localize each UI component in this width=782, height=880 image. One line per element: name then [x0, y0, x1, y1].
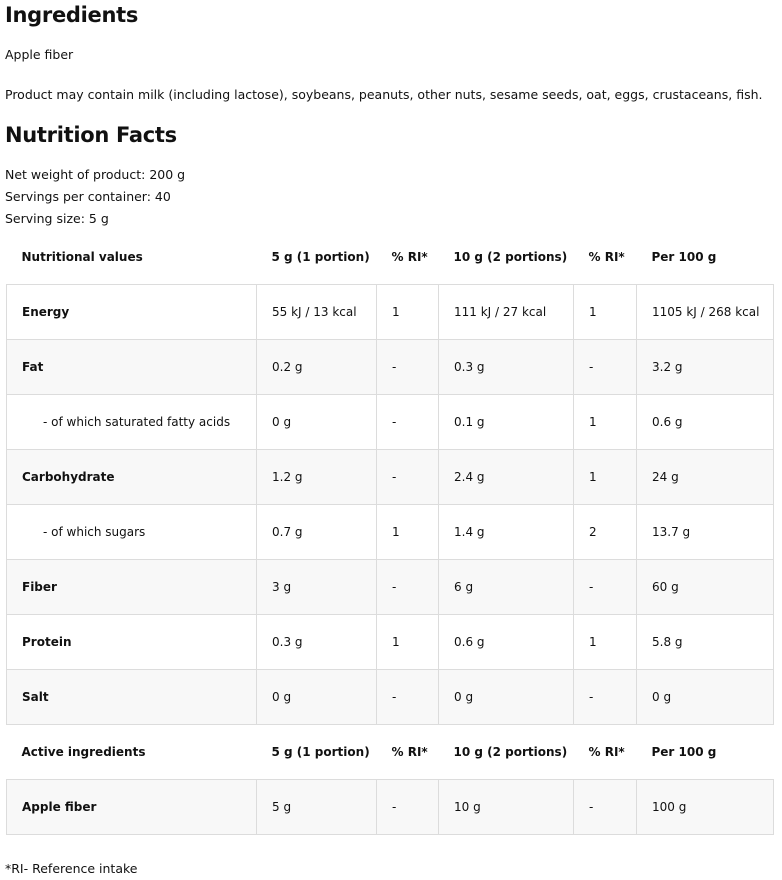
row-value: 1: [376, 284, 439, 340]
row-label: Energy: [6, 284, 257, 340]
row-value: 0 g: [636, 669, 774, 725]
row-label: Apple fiber: [6, 779, 257, 835]
row-value: % RI*: [588, 745, 625, 759]
row-value: 1: [573, 614, 637, 670]
row-value: 1: [573, 394, 637, 450]
row-value: % RI*: [391, 745, 428, 759]
row-label: Fat: [6, 339, 257, 395]
ingredients-text: Apple fiber: [5, 47, 74, 62]
row-value: -: [573, 559, 637, 615]
row-value: 1.2 g: [256, 449, 377, 505]
row-value: -: [573, 669, 637, 725]
row-value: -: [376, 779, 439, 835]
row-value: 1: [573, 284, 637, 340]
row-value: 1: [376, 614, 439, 670]
row-value: 0.2 g: [256, 339, 377, 395]
table-row: Apple fiber 5 g -10 g -100 g: [6, 779, 774, 835]
table-row: - of which sugars 0.7 g 1 1.4 g 2 13.7 g: [6, 504, 774, 560]
row-value: 5 g (1 portion): [271, 745, 370, 759]
row-value: 24 g: [636, 449, 774, 505]
row-value: 1: [573, 449, 637, 505]
table-row: Carbohydrate 1.2 g -2.4 g 1 24 g: [6, 449, 774, 505]
row-value: 5.8 g: [636, 614, 774, 670]
row-label: Nutritional values: [21, 250, 143, 264]
row-value: 60 g: [636, 559, 774, 615]
row-label: - of which sugars: [6, 504, 257, 560]
row-value: 55 kJ / 13 kcal: [256, 284, 377, 340]
row-value: 0 g: [256, 394, 377, 450]
table-row: Salt 0 g-0 g-0 g: [6, 669, 774, 725]
row-value: Per 100 g: [651, 745, 717, 759]
row-value: -: [376, 339, 439, 395]
ingredients-title: Ingredients: [5, 3, 139, 27]
row-value: 2.4 g: [438, 449, 574, 505]
row-value: 1.4 g: [438, 504, 574, 560]
row-value: 2: [573, 504, 637, 560]
row-value: 0.1 g: [438, 394, 574, 450]
row-value: 111 kJ / 27 kcal: [438, 284, 574, 340]
row-value: 1105 kJ / 268 kcal: [636, 284, 774, 340]
row-label: Salt: [6, 669, 257, 725]
row-value: -: [376, 449, 439, 505]
row-label: Protein: [6, 614, 257, 670]
row-value: 0 g: [256, 669, 377, 725]
row-value: 5 g: [256, 779, 377, 835]
row-label: Fiber: [6, 559, 257, 615]
row-value: -: [376, 394, 439, 450]
row-value: 6 g: [438, 559, 574, 615]
row-value: Per 100 g: [651, 250, 717, 264]
row-value: -: [376, 669, 439, 725]
row-value: 0.3 g: [438, 339, 574, 395]
nutrition-table: Nutritional values 5 g (1 portion)% RI* 10…: [6, 230, 774, 835]
table-row: Energy 55 kJ / 13 kcal 1 111 kJ / 27 kcal 1 1…: [6, 284, 774, 340]
table-row: Protein 0.3 g 1 0.6 g 1 5.8 g: [6, 614, 774, 670]
row-value: -: [573, 339, 637, 395]
table-header: Nutritional values 5 g (1 portion) % RI* 10…: [7, 230, 774, 285]
row-value: 3 g: [256, 559, 377, 615]
row-value: 3.2 g: [636, 339, 774, 395]
row-value: 13.7 g: [636, 504, 774, 560]
serving-size: Serving size: 5 g: [5, 211, 109, 226]
row-value: 5 g (1 portion): [271, 250, 370, 264]
table-row: Fiber 3 g-6 g -60 g: [6, 559, 774, 615]
row-value: -: [376, 559, 439, 615]
row-value: 10 g (2 portions): [453, 745, 568, 759]
row-label: - of which saturated fatty acids: [6, 394, 257, 450]
row-value: 0.3 g: [256, 614, 377, 670]
row-value: 100 g: [636, 779, 774, 835]
nutrition-title: Nutrition Facts: [5, 123, 177, 147]
table-row: - of which saturated fatty acids 0 g -0.1 …: [6, 394, 774, 450]
row-value: 0 g: [438, 669, 574, 725]
row-label: Carbohydrate: [6, 449, 257, 505]
row-value: % RI*: [391, 250, 428, 264]
row-value: 10 g: [438, 779, 574, 835]
row-value: 0.6 g: [438, 614, 574, 670]
row-value: % RI*: [588, 250, 625, 264]
row-value: 10 g (2 portions): [453, 250, 568, 264]
row-value: -: [573, 779, 637, 835]
row-value: 0.6 g: [636, 394, 774, 450]
allergens-text: Product may contain milk (including lact…: [5, 87, 763, 102]
row-value: 0.7 g: [256, 504, 377, 560]
row-label: Active ingredients: [21, 745, 146, 759]
net-weight: Net weight of product: 200 g: [5, 167, 186, 182]
active-header: Active ingredients 5 g (1 portion) % RI* 10…: [7, 725, 774, 780]
table-row: Fat 0.2 g -0.3 g -3.2 g: [6, 339, 774, 395]
servings: Servings per container: 40: [5, 189, 171, 204]
footnote: *RI- Reference intake: [5, 861, 138, 876]
row-value: 1: [376, 504, 439, 560]
